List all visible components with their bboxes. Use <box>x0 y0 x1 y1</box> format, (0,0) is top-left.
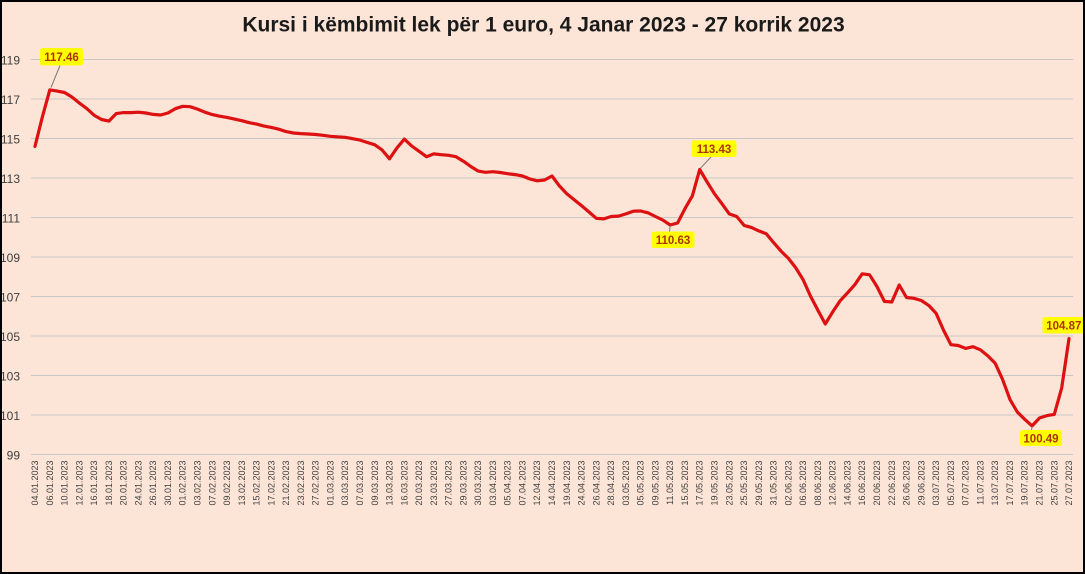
svg-text:03.04.2023: 03.04.2023 <box>488 461 498 506</box>
svg-text:15.05.2023: 15.05.2023 <box>680 461 690 506</box>
svg-text:09.02.2023: 09.02.2023 <box>222 461 232 506</box>
svg-text:13.07.2023: 13.07.2023 <box>990 461 1000 506</box>
svg-text:23.05.2023: 23.05.2023 <box>724 461 734 506</box>
svg-text:24.04.2023: 24.04.2023 <box>577 461 587 506</box>
svg-text:101: 101 <box>2 409 20 423</box>
svg-text:21.02.2023: 21.02.2023 <box>281 461 291 506</box>
svg-text:27.07.2023: 27.07.2023 <box>1064 461 1074 506</box>
svg-text:09.05.2023: 09.05.2023 <box>650 461 660 506</box>
svg-text:13.02.2023: 13.02.2023 <box>237 461 247 506</box>
svg-text:12.01.2023: 12.01.2023 <box>74 461 84 506</box>
svg-text:23.03.2023: 23.03.2023 <box>429 461 439 506</box>
svg-text:11.05.2023: 11.05.2023 <box>665 461 675 505</box>
svg-text:29.03.2023: 29.03.2023 <box>458 461 468 506</box>
svg-text:03.02.2023: 03.02.2023 <box>193 461 203 506</box>
svg-text:02.06.2023: 02.06.2023 <box>783 461 793 506</box>
svg-text:19.05.2023: 19.05.2023 <box>710 461 720 506</box>
svg-text:18.01.2023: 18.01.2023 <box>104 461 114 506</box>
svg-text:29.06.2023: 29.06.2023 <box>916 461 926 506</box>
svg-text:17.05.2023: 17.05.2023 <box>695 461 705 506</box>
svg-text:14.06.2023: 14.06.2023 <box>843 461 853 506</box>
svg-text:07.04.2023: 07.04.2023 <box>518 461 528 506</box>
svg-text:21.07.2023: 21.07.2023 <box>1035 461 1045 506</box>
svg-text:22.06.2023: 22.06.2023 <box>887 461 897 506</box>
svg-text:03.07.2023: 03.07.2023 <box>931 461 941 506</box>
svg-text:24.01.2023: 24.01.2023 <box>133 461 143 506</box>
svg-text:19.04.2023: 19.04.2023 <box>562 461 572 506</box>
svg-text:30.03.2023: 30.03.2023 <box>473 461 483 506</box>
svg-text:14.04.2023: 14.04.2023 <box>547 461 557 506</box>
svg-text:104.87: 104.87 <box>1046 321 1081 333</box>
svg-text:26.01.2023: 26.01.2023 <box>148 461 158 506</box>
svg-text:01.02.2023: 01.02.2023 <box>178 461 188 506</box>
svg-text:20.06.2023: 20.06.2023 <box>872 461 882 506</box>
svg-text:99: 99 <box>7 448 21 462</box>
svg-text:25.07.2023: 25.07.2023 <box>1049 461 1059 506</box>
svg-text:16.06.2023: 16.06.2023 <box>857 461 867 506</box>
svg-text:12.06.2023: 12.06.2023 <box>828 461 838 506</box>
svg-text:30.01.2023: 30.01.2023 <box>163 461 173 506</box>
svg-text:100.49: 100.49 <box>1023 433 1058 445</box>
svg-text:16.01.2023: 16.01.2023 <box>89 461 99 506</box>
svg-text:05.07.2023: 05.07.2023 <box>946 461 956 506</box>
svg-text:20.03.2023: 20.03.2023 <box>414 461 424 506</box>
svg-text:113.43: 113.43 <box>697 144 732 156</box>
svg-text:20.01.2023: 20.01.2023 <box>119 461 129 506</box>
svg-text:26.04.2023: 26.04.2023 <box>591 461 601 506</box>
svg-text:117.46: 117.46 <box>44 52 79 64</box>
svg-text:03.05.2023: 03.05.2023 <box>621 461 631 506</box>
svg-text:107: 107 <box>2 290 20 304</box>
svg-text:Kursi i këmbimit lek për 1 eur: Kursi i këmbimit lek për 1 euro, 4 Janar… <box>242 14 844 37</box>
svg-text:04.01.2023: 04.01.2023 <box>30 461 40 506</box>
svg-text:07.02.2023: 07.02.2023 <box>207 461 217 506</box>
svg-text:01.03.2023: 01.03.2023 <box>325 461 335 506</box>
svg-text:103: 103 <box>2 369 20 383</box>
svg-text:27.03.2023: 27.03.2023 <box>444 461 454 506</box>
svg-text:16.03.2023: 16.03.2023 <box>399 461 409 506</box>
svg-text:09.03.2023: 09.03.2023 <box>370 461 380 506</box>
svg-text:05.05.2023: 05.05.2023 <box>636 461 646 506</box>
svg-text:15.02.2023: 15.02.2023 <box>252 461 262 506</box>
svg-text:13.03.2023: 13.03.2023 <box>385 461 395 506</box>
svg-text:03.03.2023: 03.03.2023 <box>340 461 350 506</box>
svg-text:117: 117 <box>2 93 20 107</box>
svg-text:29.05.2023: 29.05.2023 <box>754 461 764 506</box>
svg-text:111: 111 <box>2 211 20 225</box>
svg-text:19.07.2023: 19.07.2023 <box>1020 461 1030 506</box>
svg-text:07.03.2023: 07.03.2023 <box>355 461 365 506</box>
svg-text:110.63: 110.63 <box>656 235 691 247</box>
svg-text:12.04.2023: 12.04.2023 <box>532 461 542 506</box>
svg-text:115: 115 <box>2 132 20 146</box>
svg-text:17.02.2023: 17.02.2023 <box>266 461 276 506</box>
svg-text:10.01.2023: 10.01.2023 <box>60 461 70 506</box>
svg-text:06.01.2023: 06.01.2023 <box>45 461 55 506</box>
svg-text:23.02.2023: 23.02.2023 <box>296 461 306 506</box>
svg-text:27.02.2023: 27.02.2023 <box>311 461 321 506</box>
svg-text:31.05.2023: 31.05.2023 <box>769 461 779 506</box>
svg-text:08.06.2023: 08.06.2023 <box>813 461 823 506</box>
svg-text:06.06.2023: 06.06.2023 <box>798 461 808 506</box>
svg-text:105: 105 <box>2 330 20 344</box>
svg-text:17.07.2023: 17.07.2023 <box>1005 461 1015 506</box>
svg-text:25.05.2023: 25.05.2023 <box>739 461 749 506</box>
svg-text:26.06.2023: 26.06.2023 <box>902 461 912 506</box>
svg-text:28.04.2023: 28.04.2023 <box>606 461 616 506</box>
svg-text:109: 109 <box>2 251 20 265</box>
svg-text:07.07.2023: 07.07.2023 <box>961 461 971 506</box>
svg-text:113: 113 <box>2 172 20 186</box>
svg-text:05.04.2023: 05.04.2023 <box>503 461 513 506</box>
svg-text:11.07.2023: 11.07.2023 <box>975 461 985 505</box>
svg-text:119: 119 <box>2 53 20 67</box>
